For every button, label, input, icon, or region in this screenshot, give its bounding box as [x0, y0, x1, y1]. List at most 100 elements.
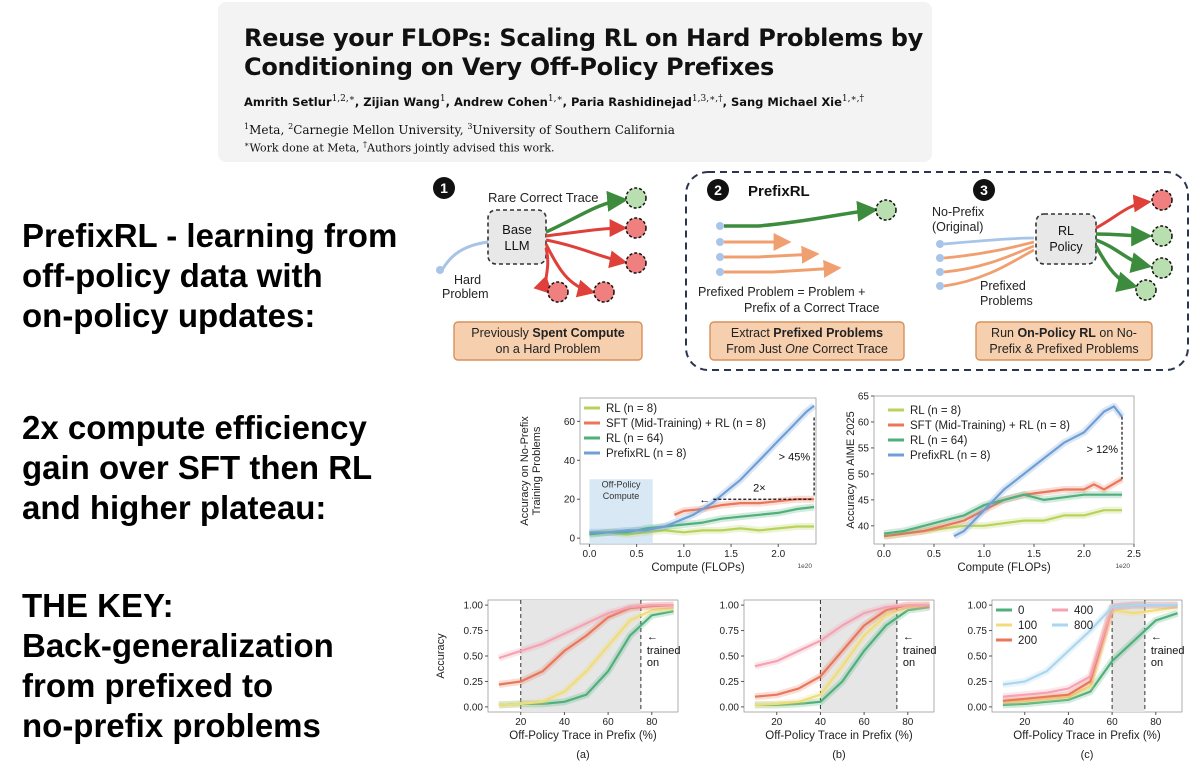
svg-text:RL: RL — [1058, 224, 1074, 238]
x-tick-label: 80 — [1150, 717, 1162, 728]
svg-text:Run On-Policy RL on No-: Run On-Policy RL on No- — [991, 326, 1137, 340]
prefixrl-container — [685, 171, 1189, 371]
x-tick-label: 20 — [515, 717, 527, 728]
prefixrl-heading: PrefixRL — [748, 183, 810, 200]
legend-label: 200 — [1018, 635, 1037, 647]
series-line — [953, 405, 1123, 538]
y-tick-label: 0.75 — [720, 626, 740, 637]
x-axis-label: Compute (FLOPs) — [651, 562, 744, 574]
incorrect-outcome-icon — [625, 252, 647, 274]
svg-text:Extract Prefixed Problems: Extract Prefixed Problems — [731, 326, 883, 340]
x-tick-label: 2.5 — [1127, 549, 1141, 560]
trained-on-label: on — [647, 657, 659, 669]
y-tick-label: 40 — [564, 456, 576, 467]
trained-range-region — [520, 600, 641, 712]
legend-label: RL (n = 8) — [910, 405, 961, 417]
x-tick-label: 40 — [559, 717, 571, 728]
claim-efficiency: 2x compute efficiency gain over SFT then… — [22, 409, 373, 526]
x-axis-label: Compute (FLOPs) — [957, 562, 1050, 574]
x-tick-label: 1.5 — [724, 549, 738, 560]
series-line — [589, 525, 815, 536]
svg-text:2: 2 — [714, 182, 722, 198]
step-3-badge — [973, 179, 995, 201]
trained-on-arrow: ← — [647, 631, 658, 643]
series-line — [498, 607, 674, 706]
y-tick-label: 40 — [858, 521, 870, 532]
svg-text:LLM: LLM — [504, 238, 529, 253]
x-tick-label: 20 — [1019, 717, 1031, 728]
y-tick-label: 1.00 — [968, 601, 988, 612]
author-name: Amrith Setlur — [244, 94, 332, 109]
y-tick-label: 0.00 — [464, 702, 484, 713]
step-3-caption-box — [975, 321, 1153, 361]
x-tick-label: 0.0 — [582, 549, 596, 560]
y-tick-label: 60 — [564, 417, 576, 428]
y-tick-label: 0.25 — [968, 677, 988, 688]
efficiency-annotation: 2× — [753, 482, 766, 494]
y-tick-label: 0.50 — [968, 652, 988, 663]
trained-on-label: trained — [647, 645, 681, 657]
incorrect-outcome-icon — [1151, 189, 1173, 211]
y-tick-label: 0.50 — [464, 652, 484, 663]
trained-on-arrow: ← — [903, 631, 914, 643]
svg-text:3: 3 — [980, 182, 988, 198]
svg-text:Base: Base — [502, 222, 532, 237]
legend-label: 800 — [1074, 620, 1093, 632]
correct-outcome-icon — [625, 187, 647, 209]
legend-label: 400 — [1074, 605, 1093, 617]
trained-on-label: trained — [903, 645, 937, 657]
step-2-caption-box — [709, 321, 905, 361]
x-multiplier: 1e20 — [798, 563, 813, 570]
panel-caption: (b) — [832, 749, 845, 761]
chart-aime-accuracy: 0.0 0.5 1.0 1.5 2.0 2.5 40 45 50 55 60 65 Compute (F… — [845, 392, 1141, 575]
claim-key: THE KEY: Back-generalization from prefix… — [22, 587, 334, 744]
panel-caption: (a) — [576, 749, 589, 761]
svg-text:Previously Spent Compute: Previously Spent Compute — [471, 326, 625, 340]
svg-text:From Just One Correct Trace: From Just One Correct Trace — [726, 342, 888, 356]
svg-text:Prefix & Prefixed Problems: Prefix & Prefixed Problems — [989, 342, 1138, 356]
svg-text:Prefix of a Correct Trace: Prefix of a Correct Trace — [744, 301, 880, 315]
legend-label: RL (n = 64) — [910, 435, 968, 447]
series-line — [1002, 606, 1178, 703]
x-tick-label: 80 — [902, 717, 914, 728]
region-label: Off-Policy — [602, 480, 641, 490]
x-axis-label: Off-Policy Trace in Prefix (%) — [1013, 730, 1161, 742]
x-axis-label: Off-Policy Trace in Prefix (%) — [765, 730, 913, 742]
paper-header: Reuse your FLOPs: Scaling RL on Hard Pro… — [218, 2, 932, 162]
x-tick-label: 60 — [603, 717, 615, 728]
series-line — [1002, 604, 1178, 686]
step-1-caption-box — [453, 321, 643, 361]
x-axis-label: Off-Policy Trace in Prefix (%) — [509, 730, 657, 742]
y-tick-label: 1.00 — [720, 601, 740, 612]
incorrect-outcome-icon — [593, 281, 615, 303]
trained-on-label: on — [903, 657, 915, 669]
svg-text:Problems: Problems — [980, 294, 1033, 308]
y-axis-label: Accuracy on AIME 2025 — [845, 411, 857, 528]
step-1-panel: 1 Rare Correct Trace Hard Problem Base L… — [433, 177, 647, 361]
y-tick-label: 0.50 — [720, 652, 740, 663]
svg-text:Hard: Hard — [454, 273, 481, 287]
gain-annotation: > 12% — [1087, 444, 1119, 456]
x-tick-label: 60 — [859, 717, 871, 728]
rare-trace-label: Rare Correct Trace — [488, 190, 599, 205]
step-2-badge — [707, 179, 729, 201]
legend-label: PrefixRL (n = 8) — [606, 448, 687, 460]
x-tick-label: 40 — [815, 717, 827, 728]
y-tick-label: 0 — [569, 534, 575, 545]
claim-prefixrl: PrefixRL - learning from off-policy data… — [22, 217, 398, 334]
series-line — [754, 606, 930, 707]
x-tick-label: 40 — [1063, 717, 1075, 728]
y-axis-label: Accuracy on No-Prefix — [519, 416, 531, 526]
series-line — [754, 604, 930, 668]
y-tick-label: 0.00 — [720, 702, 740, 713]
y-tick-label: 60 — [858, 417, 870, 428]
author-name: Paria Rashidinejad — [570, 94, 692, 109]
rl-policy-box — [1035, 213, 1097, 265]
svg-text:Policy: Policy — [1049, 240, 1083, 254]
x-tick-label: 1.0 — [677, 549, 691, 560]
y-tick-label: 1.00 — [464, 601, 484, 612]
